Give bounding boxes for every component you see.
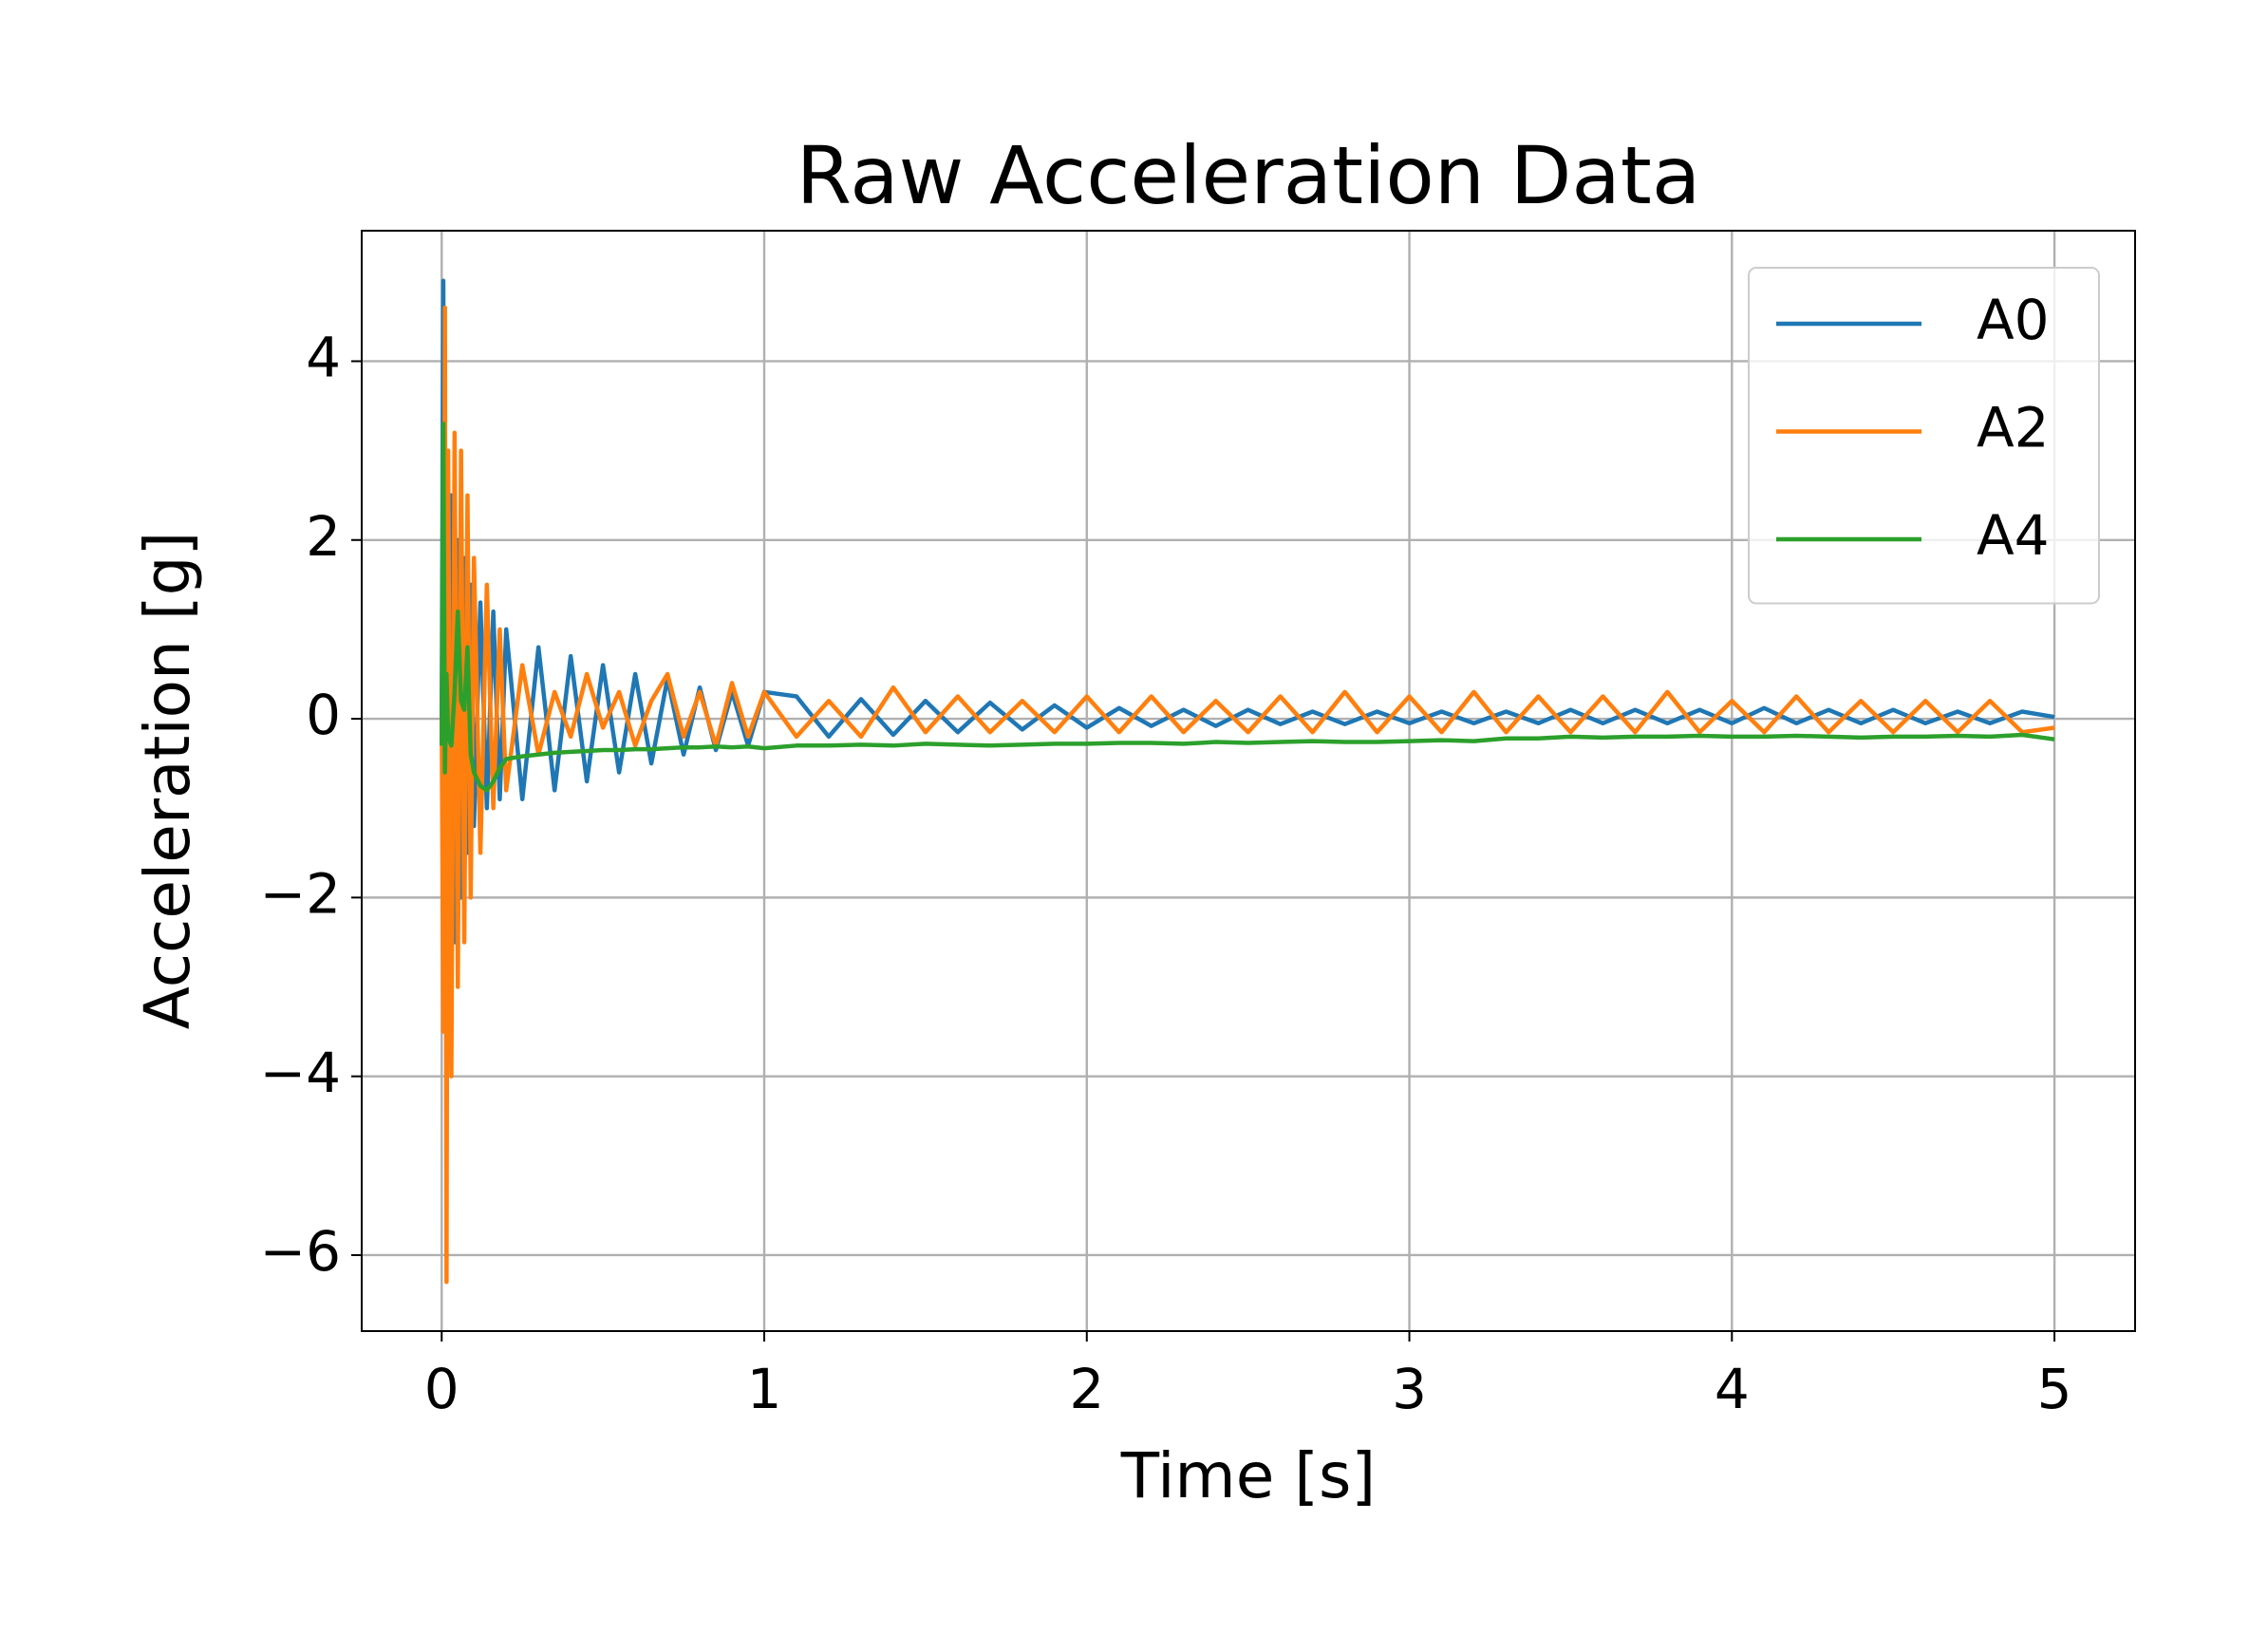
legend-box [1748, 267, 2100, 605]
series-line [440, 305, 2055, 1285]
plot-frame [361, 230, 2136, 1332]
y-tick-label: 2 [306, 504, 341, 569]
y-tick-label: −2 [260, 861, 342, 926]
x-tick-label: 1 [747, 1357, 782, 1421]
legend-label: A4 [1977, 503, 2050, 568]
y-tick-label: −6 [260, 1219, 342, 1284]
x-tick-label: 0 [424, 1357, 459, 1421]
x-tick-label: 4 [1715, 1357, 1750, 1421]
x-tick-label: 3 [1392, 1357, 1427, 1421]
y-tick-label: 0 [306, 683, 341, 747]
y-tick-label: 4 [306, 326, 341, 390]
x-tick-label: 5 [2037, 1357, 2072, 1421]
y-axis-label: Acceleration [g] [131, 532, 204, 1030]
series-line [440, 278, 2055, 945]
legend-label: A2 [1977, 396, 2050, 460]
x-tick-label: 2 [1069, 1357, 1104, 1421]
x-axis-label: Time [s] [1120, 1439, 1376, 1512]
chart-title: Raw Acceleration Data [797, 129, 1701, 222]
legend-label: A0 [1977, 288, 2050, 352]
series-line [440, 422, 2055, 793]
y-tick-label: −4 [260, 1041, 342, 1105]
